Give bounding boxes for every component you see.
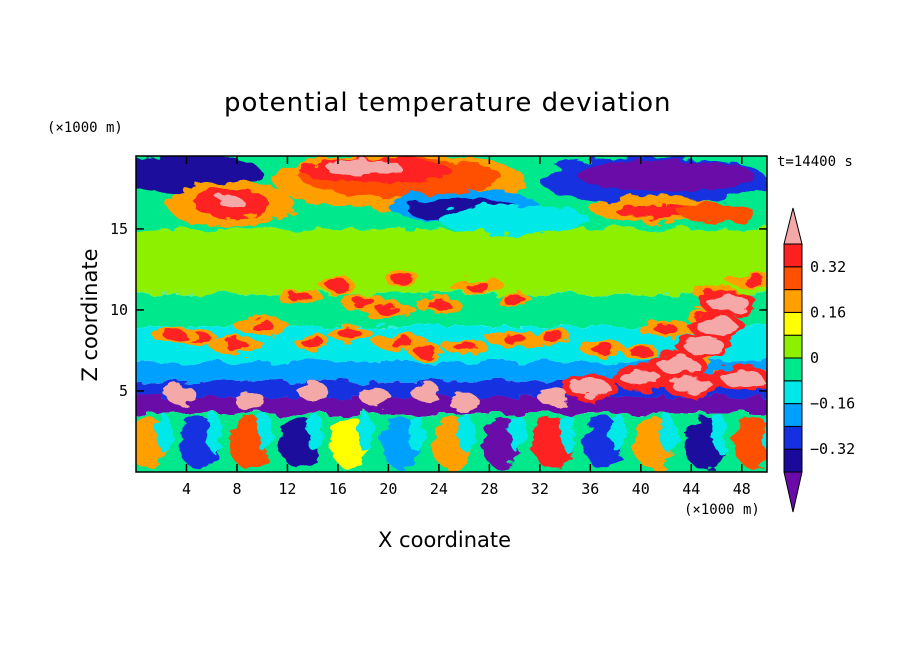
contour-field — [136, 156, 767, 472]
x-tick-label: 20 — [379, 480, 397, 498]
colorbar-tick-label: 0.32 — [810, 258, 846, 276]
colorbar-tick-label: 0.16 — [810, 303, 846, 321]
colorbar-segment — [783, 243, 803, 268]
colorbar-segment — [783, 448, 803, 473]
y-tick-label: 10 — [110, 301, 128, 319]
colorbar-segment — [783, 289, 803, 313]
colorbar-extend-bottom — [783, 471, 803, 513]
chart-title: potential temperature deviation — [224, 88, 672, 118]
x-tick-label: 36 — [581, 480, 599, 498]
x-tick-label: 28 — [480, 480, 498, 498]
x-tick-label: 12 — [278, 480, 296, 498]
colorbar: 0.32 0.16 0 −0.16 −0.32 — [783, 207, 855, 513]
x-tick-label: 24 — [430, 480, 448, 498]
x-tick-label: 4 — [182, 480, 191, 498]
x-tick-label: 32 — [531, 480, 549, 498]
colorbar-extend-top — [783, 207, 803, 245]
plot-frame — [135, 155, 768, 473]
x-axis-title: X coordinate — [378, 528, 512, 552]
colorbar-tick-label: −0.16 — [810, 395, 855, 413]
y-tick-label: 5 — [119, 382, 128, 400]
colorbar-segment — [783, 425, 803, 450]
y-tick-label: 15 — [110, 220, 128, 238]
colorbar-segment — [783, 334, 803, 359]
x-tick-label: 48 — [733, 480, 751, 498]
x-tick-label: 44 — [682, 480, 700, 498]
x-tick-label: 16 — [329, 480, 347, 498]
y-unit-label: (×1000 m) — [47, 120, 123, 136]
colorbar-segment — [783, 380, 803, 405]
x-unit-label: (×1000 m) — [684, 502, 760, 518]
colorbar-segment — [783, 403, 803, 427]
time-label: t=14400 s — [777, 154, 853, 170]
colorbar-tick-label: 0 — [810, 349, 819, 367]
colorbar-segment — [783, 357, 803, 382]
x-tick-label: 40 — [632, 480, 650, 498]
x-tick-label: 8 — [232, 480, 241, 498]
colorbar-segment — [783, 311, 803, 336]
colorbar-segment — [783, 266, 803, 291]
colorbar-tick-label: −0.32 — [810, 440, 855, 458]
